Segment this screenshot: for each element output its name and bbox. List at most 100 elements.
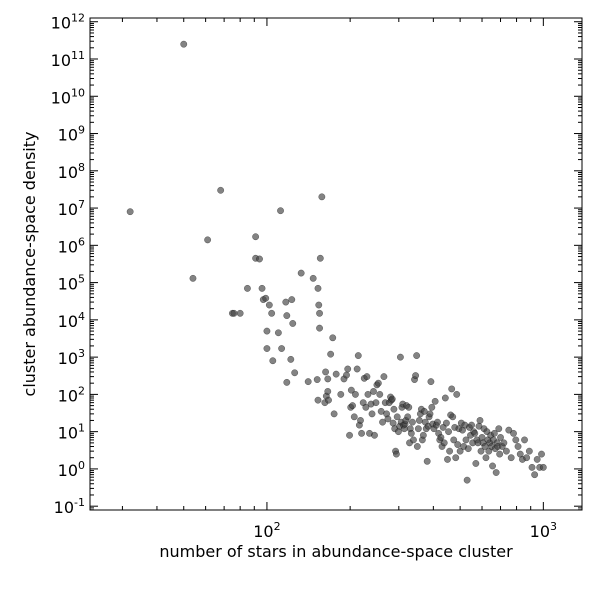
data-point <box>440 439 448 447</box>
y-tick-label: 104 <box>58 310 85 331</box>
data-point <box>346 431 353 439</box>
y-tick-label: 1012 <box>51 12 85 33</box>
data-point <box>353 365 361 373</box>
data-point <box>450 436 458 444</box>
data-point <box>437 433 445 441</box>
data-point <box>523 454 531 462</box>
x-axis-label: number of stars in abundance-space clust… <box>159 542 513 561</box>
data-point <box>332 370 340 378</box>
data-point <box>539 463 547 471</box>
data-point <box>454 441 462 449</box>
data-point <box>316 324 323 332</box>
data-point <box>230 309 238 317</box>
data-point <box>297 269 305 277</box>
data-point <box>448 385 456 393</box>
data-point <box>408 418 416 426</box>
data-point <box>318 193 326 201</box>
data-point <box>372 399 380 407</box>
data-point <box>263 345 271 352</box>
data-point <box>497 433 504 441</box>
data-point <box>263 327 271 335</box>
data-point <box>502 447 510 455</box>
data-point <box>269 357 277 365</box>
data-point <box>510 429 517 437</box>
data-point <box>374 379 382 387</box>
data-point <box>368 410 376 418</box>
data-point <box>388 395 396 403</box>
data-point <box>351 390 359 398</box>
data-point <box>256 255 263 263</box>
axis-tick-labels: 102 103 10-1 100 101 102 103 104 105 106 107 108 109… <box>51 12 557 541</box>
data-point <box>288 296 296 304</box>
data-point <box>322 368 330 376</box>
data-point <box>449 413 457 421</box>
data-point <box>428 403 436 411</box>
data-point <box>278 345 286 352</box>
data-point <box>528 463 536 471</box>
data-point <box>217 186 225 194</box>
data-point <box>410 436 417 444</box>
data-point <box>258 284 266 292</box>
data-point <box>492 469 500 476</box>
data-point <box>505 426 513 434</box>
data-point <box>538 450 545 458</box>
data-point <box>343 371 350 379</box>
data-point <box>371 431 378 439</box>
data-point <box>396 353 404 361</box>
data-point <box>274 329 282 337</box>
data-point <box>463 476 471 484</box>
data-point <box>268 309 276 317</box>
data-point <box>393 413 401 421</box>
data-point <box>471 429 479 437</box>
data-point <box>500 439 508 447</box>
data-point <box>441 394 449 402</box>
data-point <box>444 455 451 463</box>
data-point <box>514 443 522 450</box>
data-point <box>370 387 377 395</box>
data-point <box>329 334 337 342</box>
y-tick-label: 100 <box>58 459 85 480</box>
data-point <box>405 403 413 411</box>
axis-ticks <box>90 18 582 511</box>
data-point <box>490 429 498 437</box>
data-point <box>283 378 291 386</box>
data-point <box>354 352 362 360</box>
y-tick-label: 105 <box>58 273 85 294</box>
data-point <box>314 396 322 404</box>
data-point <box>189 274 197 282</box>
data-point <box>327 350 335 358</box>
scatter-points <box>126 40 547 484</box>
data-point <box>412 372 420 380</box>
data-point <box>445 428 452 436</box>
data-point <box>426 410 434 418</box>
data-point <box>380 373 388 381</box>
data-point <box>289 320 297 327</box>
data-point <box>452 454 460 462</box>
data-point <box>314 284 322 292</box>
data-point <box>489 462 496 470</box>
data-point <box>442 419 450 427</box>
data-point <box>462 436 470 444</box>
data-point <box>337 390 345 398</box>
data-point <box>316 309 323 317</box>
data-point <box>481 443 489 450</box>
data-point <box>277 207 284 215</box>
data-point <box>344 365 352 373</box>
data-point <box>384 415 392 423</box>
data-point <box>507 454 515 462</box>
x-tick-label: 103 <box>530 520 557 541</box>
data-point <box>413 352 421 360</box>
y-tick-label: 102 <box>58 384 85 405</box>
data-point <box>453 390 461 398</box>
data-point <box>283 312 291 320</box>
data-point <box>525 447 533 455</box>
data-point <box>392 450 400 458</box>
data-point <box>390 405 398 413</box>
data-point <box>180 40 188 48</box>
y-tick-label: 101 <box>58 422 85 443</box>
data-point <box>349 402 356 410</box>
data-point <box>472 460 480 467</box>
data-point <box>379 418 387 426</box>
data-point <box>325 396 332 404</box>
